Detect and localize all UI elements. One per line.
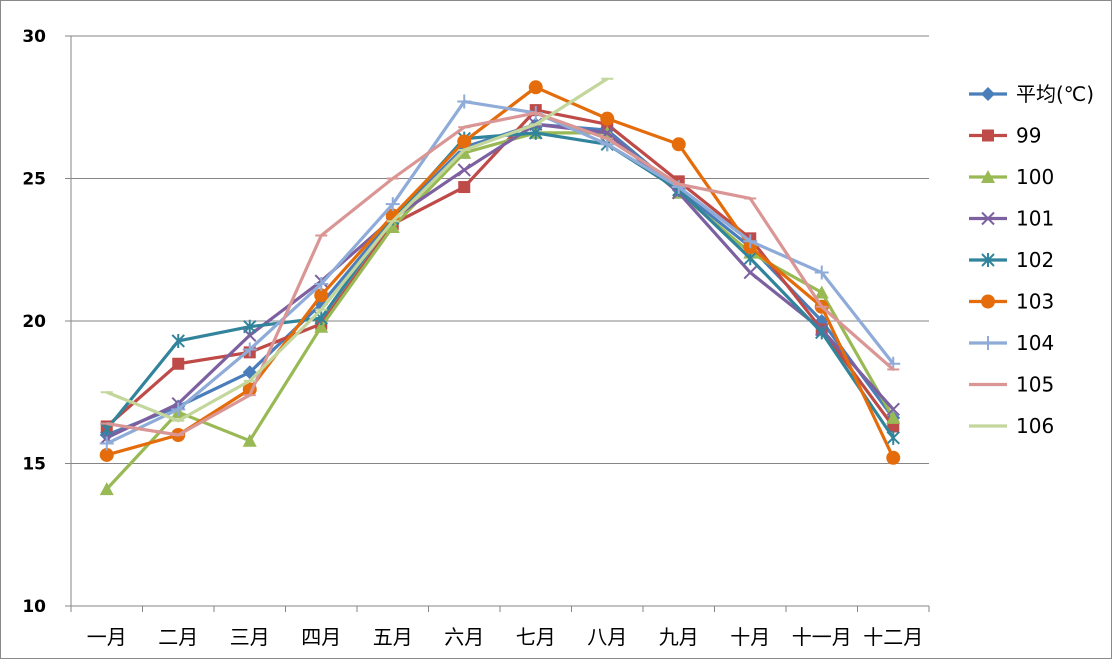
- legend-label: 103: [1016, 290, 1054, 314]
- legend-item-0: 平均(℃): [969, 82, 1094, 106]
- data-point: [886, 410, 901, 424]
- legend-label: 102: [1016, 248, 1054, 272]
- x-tick-label: 五月: [373, 625, 413, 649]
- series-line: [106, 111, 895, 437]
- data-point: [171, 333, 185, 348]
- x-tick-label: 六月: [444, 625, 484, 649]
- data-point: [243, 319, 257, 334]
- legend-item-1: 99: [969, 124, 1041, 148]
- x-tick-label: 十一月: [792, 625, 852, 649]
- data-point: [814, 285, 829, 299]
- data-point: [385, 197, 400, 212]
- data-point: [314, 288, 329, 303]
- data-point: [457, 163, 471, 177]
- data-point: [171, 402, 186, 417]
- x-tick-label: 七月: [516, 625, 556, 649]
- data-point: [457, 94, 472, 109]
- series-7: [100, 111, 900, 437]
- legend-swatch-marker: [981, 211, 995, 226]
- data-point: [886, 430, 900, 445]
- y-tick-label: 20: [22, 312, 46, 332]
- data-point: [743, 234, 758, 249]
- data-point: [172, 357, 185, 370]
- data-point: [743, 265, 757, 280]
- x-tick-label: 三月: [230, 625, 270, 649]
- series-8: [100, 77, 614, 423]
- legend-label: 平均(℃): [1016, 82, 1094, 106]
- x-tick-label: 十二月: [863, 625, 923, 649]
- data-point: [99, 436, 114, 451]
- data-point: [814, 265, 829, 280]
- data-point: [815, 325, 829, 340]
- legend-swatch-marker: [981, 253, 995, 267]
- legend-item-3: 101: [969, 207, 1054, 231]
- data-point: [242, 433, 257, 447]
- legend-label: 100: [1016, 165, 1054, 189]
- y-tick-label: 25: [22, 170, 46, 190]
- data-point: [600, 111, 615, 126]
- legend: 平均(℃) 99 100 101 102 103 104 105 106: [969, 82, 1094, 438]
- data-point: [385, 219, 400, 233]
- x-tick-label: 八月: [587, 625, 627, 649]
- legend-item-7: 105: [969, 373, 1054, 397]
- data-point: [99, 482, 114, 496]
- series-line: [105, 131, 895, 491]
- legend-label: 104: [1016, 331, 1054, 355]
- series-line: [106, 77, 609, 423]
- legend-swatch-marker: [981, 294, 995, 309]
- data-point: [99, 447, 114, 462]
- legend-label: 106: [1016, 414, 1054, 438]
- data-point: [529, 125, 543, 140]
- data-point: [528, 80, 543, 95]
- x-tick-label: 十月: [730, 625, 770, 649]
- data-point: [886, 450, 901, 465]
- data-point: [458, 181, 471, 194]
- legend-swatch-marker: [981, 87, 995, 101]
- data-point: [242, 342, 257, 357]
- series-line: [106, 85, 895, 459]
- x-tick-label: 二月: [158, 625, 198, 649]
- data-point: [886, 402, 900, 417]
- data-point: [314, 276, 329, 291]
- y-tick-label: 15: [22, 455, 46, 475]
- legend-label: 99: [1016, 124, 1041, 148]
- legend-item-5: 103: [969, 290, 1054, 314]
- y-tick-label: 10: [22, 597, 46, 617]
- x-tick-label: 一月: [87, 625, 127, 649]
- legend-swatch-marker: [981, 336, 995, 350]
- legend-item-4: 102: [969, 248, 1054, 272]
- legend-item-6: 104: [969, 331, 1054, 355]
- y-tick-label: 30: [22, 27, 46, 47]
- legend-swatch-marker: [981, 170, 995, 183]
- gridlines: [71, 35, 929, 464]
- series-line: [106, 122, 895, 437]
- legend-label: 101: [1016, 207, 1054, 231]
- series-2: [99, 125, 901, 496]
- data-point: [314, 319, 329, 333]
- data-point: [457, 134, 472, 149]
- axes: 10 15 20 25 30 一月 二月 三月 四月 五月 六月 七月 八月 九月 十月 十一月 十二月: [22, 27, 930, 649]
- series-0: [99, 117, 901, 442]
- legend-item-2: 100: [969, 165, 1054, 189]
- series-lines: [99, 77, 901, 496]
- x-tick-label: 九月: [659, 625, 699, 649]
- x-tick-label: 四月: [301, 625, 341, 649]
- legend-swatch-marker: [982, 129, 994, 142]
- series-3: [100, 117, 900, 445]
- data-point: [671, 137, 686, 152]
- series-line: [106, 122, 895, 440]
- legend-item-8: 106: [969, 414, 1054, 438]
- legend-label: 105: [1016, 373, 1054, 397]
- series-line: [106, 99, 895, 445]
